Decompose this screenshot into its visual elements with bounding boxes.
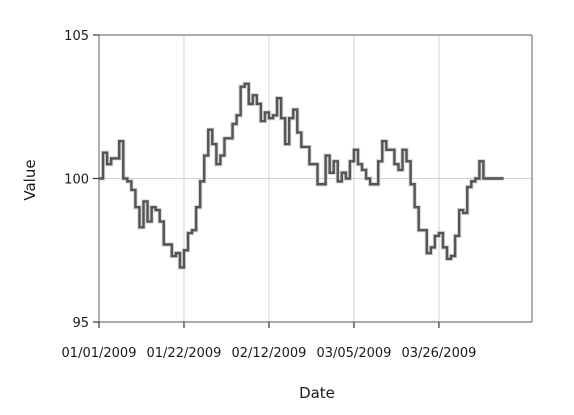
y-axis-ticks: 95 100 105	[64, 29, 99, 331]
axes	[98, 34, 533, 323]
x-tick-label: 02/12/2009	[231, 346, 306, 361]
x-tick-label: 01/01/2009	[62, 346, 137, 361]
y-tick-label: 95	[72, 316, 89, 331]
series-line	[99, 81, 504, 270]
x-tick-label: 01/22/2009	[147, 346, 222, 361]
x-tick-label: 03/05/2009	[316, 346, 391, 361]
y-tick-label: 100	[64, 173, 89, 188]
y-tick-label: 105	[64, 29, 89, 44]
y-axis-title: Value	[21, 159, 39, 200]
series-step-line	[99, 82, 504, 269]
x-axis-ticks: 01/01/2009 01/22/2009 02/12/2009 03/05/2009…	[62, 322, 476, 361]
x-axis-title: Date	[299, 384, 335, 402]
x-tick-label: 03/26/2009	[401, 346, 476, 361]
